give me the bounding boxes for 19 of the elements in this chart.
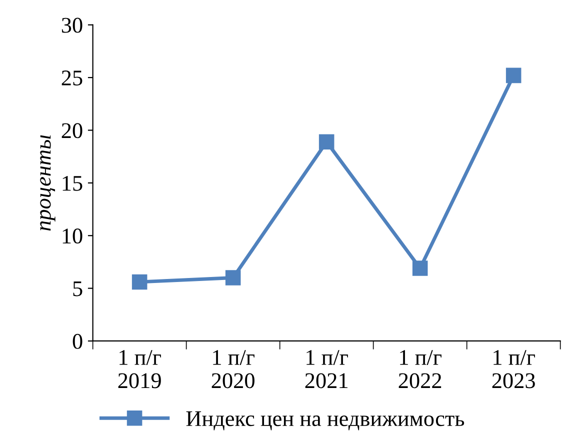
point bbox=[412, 260, 428, 276]
y-axis-title: проценты bbox=[40, 135, 56, 231]
y-tick-label: 10 bbox=[62, 228, 82, 244]
y-tick-label: 15 bbox=[62, 176, 82, 191]
point bbox=[225, 270, 241, 286]
y-tick-label: 20 bbox=[62, 123, 82, 138]
x-tick-label: 1 п/г 2021 bbox=[305, 350, 348, 388]
point bbox=[506, 68, 522, 84]
x-tick-label: 1 п/г 2023 bbox=[492, 350, 535, 388]
x-tick-label: 1 п/г 2019 bbox=[118, 350, 161, 388]
y-tick-label: 25 bbox=[62, 70, 82, 86]
x-tick-label: 1 п/г 2022 bbox=[398, 350, 442, 388]
legend-label: Индекс цен на недвижимость bbox=[186, 411, 464, 430]
point bbox=[318, 134, 334, 150]
x-tick-label: 1 п/г 2020 bbox=[212, 350, 254, 388]
y-tick-label: 0 bbox=[72, 334, 82, 349]
y-tick-label: 30 bbox=[62, 18, 82, 33]
point bbox=[132, 274, 148, 290]
y-tick-label: 5 bbox=[73, 281, 82, 296]
